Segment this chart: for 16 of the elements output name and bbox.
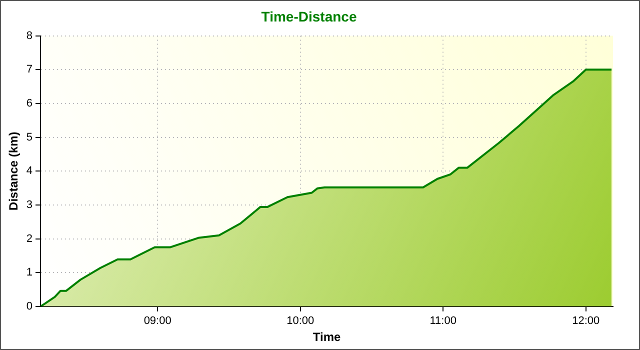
x-axis-title: Time xyxy=(312,330,341,344)
y-tick-label: 6 xyxy=(26,97,33,110)
y-tick-label: 2 xyxy=(26,232,33,245)
y-tick-label: 3 xyxy=(26,198,33,211)
y-tick-label: 7 xyxy=(26,64,33,76)
y-tick-label: 4 xyxy=(26,165,33,178)
y-tick-label: 0 xyxy=(26,300,33,312)
x-tick-label: 11:00 xyxy=(430,315,456,328)
y-tick-label: 5 xyxy=(26,131,33,144)
x-tick-label: 12:00 xyxy=(572,315,600,328)
chart-title: Time-Distance xyxy=(261,8,357,24)
x-tick-label: 09:00 xyxy=(144,315,172,328)
y-tick-label: 1 xyxy=(26,266,33,279)
x-tick-label: 10:00 xyxy=(286,315,314,328)
y-axis-title: Distance (km) xyxy=(6,132,21,210)
y-tick-label: 8 xyxy=(26,30,33,42)
